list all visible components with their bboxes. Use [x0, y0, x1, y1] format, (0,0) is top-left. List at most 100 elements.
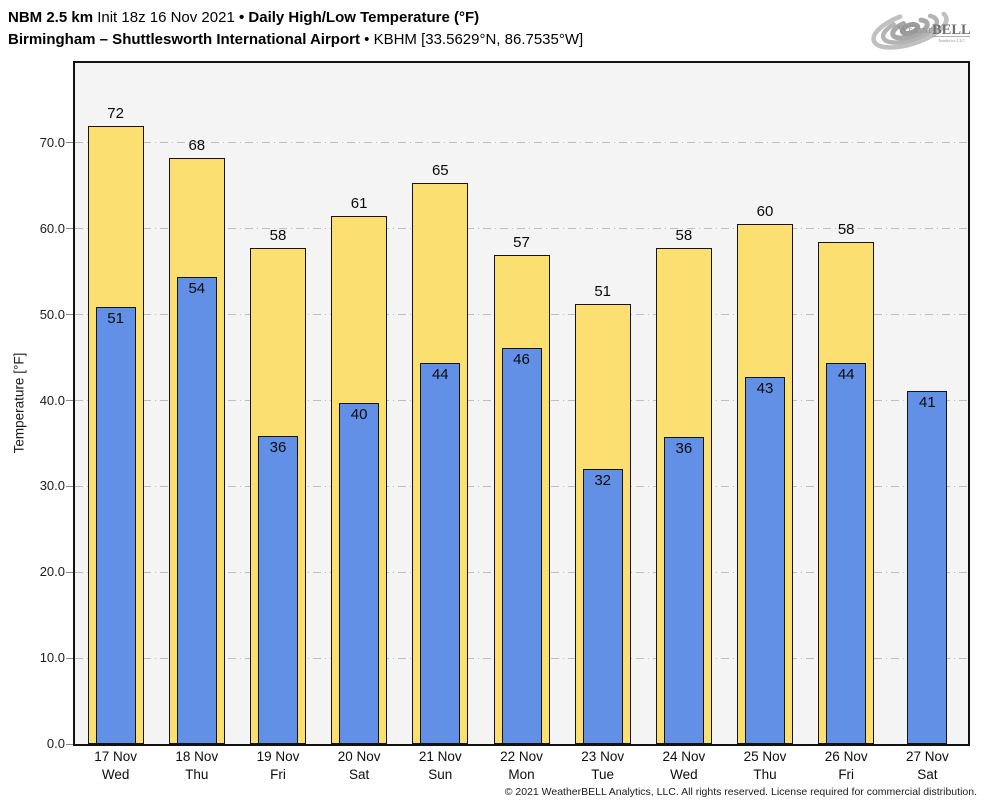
chart-header: NBM 2.5 km Init 18z 16 Nov 2021 • Daily …: [8, 7, 583, 51]
x-axis-day: Fri: [270, 766, 286, 782]
high-value-label: 68: [188, 137, 206, 154]
low-bar: [176, 277, 217, 744]
low-bar: [501, 348, 542, 744]
high-value-label: 60: [756, 203, 774, 220]
y-tick-label: 30.0: [39, 478, 65, 494]
y-tick-mark: [66, 314, 73, 316]
x-axis-label: 17 Nov Wed: [74, 748, 158, 783]
y-tick-label: 60.0: [39, 220, 65, 236]
product-name: Daily High/Low Temperature (°F): [248, 9, 480, 26]
x-axis-label: 25 Nov Thu: [723, 748, 807, 783]
high-value-label: 58: [269, 227, 287, 244]
low-value-label: 44: [431, 366, 449, 383]
low-bar: [95, 307, 136, 744]
y-tick-mark: [66, 743, 73, 745]
chart-title-line2: Birmingham – Shuttlesworth International…: [8, 29, 583, 51]
high-value-label: 72: [107, 105, 124, 122]
init-time: Init 18z 16 Nov 2021: [97, 9, 235, 26]
low-bar: [907, 391, 948, 744]
y-tick-label: 0.0: [46, 736, 65, 751]
x-axis-label: 22 Nov Mon: [480, 748, 564, 783]
x-axis-label: 21 Nov Sun: [398, 748, 482, 783]
y-tick-label: 40.0: [39, 392, 65, 408]
x-axis-day: Mon: [508, 766, 535, 782]
gridline: [75, 142, 968, 144]
subtitle-bullet-icon: •: [364, 31, 370, 48]
low-value-label: 44: [837, 366, 855, 383]
y-tick-label: 50.0: [39, 306, 65, 322]
y-tick-label: 10.0: [39, 650, 65, 666]
x-axis-label: 18 Nov Thu: [155, 748, 239, 783]
low-value-label: 46: [513, 351, 530, 368]
copyright-notice: © 2021 WeatherBELL Analytics, LLC. All r…: [504, 786, 977, 798]
x-axis-day: Thu: [753, 766, 777, 782]
y-tick-mark: [66, 400, 73, 401]
y-tick-mark: [66, 228, 73, 230]
x-axis-label: 24 Nov Wed: [642, 748, 726, 783]
station-id: KBHM [33.5629°N, 86.7535°W]: [373, 31, 584, 48]
x-axis-day: Fri: [838, 766, 855, 782]
x-axis-date: 17 Nov: [94, 749, 137, 764]
x-axis-label: 23 Nov Tue: [561, 748, 645, 783]
low-bar: [745, 377, 785, 744]
chart-plot-area: 72 51 68 54 58 36 61 40 65 44 57 46 51 32 58 36 60 43 58 44…: [73, 61, 970, 746]
x-axis-label: 27 Nov Sat: [885, 748, 969, 783]
gridline: [75, 228, 968, 230]
x-axis-date: 24 Nov: [662, 749, 706, 764]
low-value-label: 32: [594, 472, 612, 489]
low-value-label: 36: [269, 439, 287, 456]
x-axis-label: 19 Nov Fri: [236, 748, 320, 783]
high-value-label: 61: [350, 195, 368, 212]
low-bar: [258, 436, 298, 744]
x-axis-day: Wed: [101, 766, 130, 782]
x-axis-date: 19 Nov: [256, 749, 300, 764]
x-axis-date: 23 Nov: [581, 749, 625, 764]
low-value-label: 41: [919, 394, 936, 411]
y-tick-mark: [66, 142, 73, 144]
x-axis-day: Sat: [917, 766, 938, 782]
low-value-label: 43: [756, 380, 774, 397]
x-axis-day: Thu: [185, 766, 209, 782]
logo-analytics-text: Analytics LLC: [938, 38, 965, 43]
y-tick-label: 70.0: [39, 134, 65, 150]
x-axis-date: 26 Nov: [824, 749, 868, 764]
y-axis: 0.0 10.0 20.0 30.0 40.0 50.0 60.0 70.0: [0, 0, 75, 808]
model-name: NBM 2.5 km: [8, 9, 94, 26]
x-axis: 17 Nov Wed 18 Nov Thu 19 Nov Fri 20 Nov Sat 21 N…: [75, 748, 968, 790]
x-axis-day: Tue: [591, 766, 615, 782]
low-bar: [420, 363, 461, 744]
low-bar: [826, 363, 867, 744]
x-axis-date: 18 Nov: [175, 749, 219, 764]
logo-weather-text: Weather: [898, 25, 938, 36]
high-value-label: 57: [513, 234, 530, 251]
high-value-label: 58: [837, 221, 855, 238]
y-tick-mark: [66, 485, 73, 487]
high-value-label: 58: [675, 227, 693, 244]
x-axis-date: 22 Nov: [500, 749, 543, 764]
y-tick-mark: [66, 571, 73, 573]
x-axis-date: 21 Nov: [418, 749, 462, 764]
title-bullet-icon: •: [238, 9, 245, 26]
low-value-label: 40: [350, 406, 368, 423]
x-axis-day: Sat: [348, 766, 370, 782]
low-value-label: 36: [675, 440, 693, 457]
x-axis-label: 20 Nov Sat: [317, 748, 401, 783]
x-axis-date: 27 Nov: [906, 749, 949, 764]
hurricane-swirl-icon: [871, 8, 949, 50]
high-value-label: 51: [594, 283, 612, 300]
x-axis-date: 25 Nov: [743, 749, 787, 764]
x-axis-day: Wed: [670, 766, 698, 782]
low-value-label: 54: [188, 280, 206, 297]
low-value-label: 51: [107, 310, 124, 327]
weatherbell-logo: Weather BELL Analytics LLC: [871, 8, 971, 50]
x-axis-label: 26 Nov Fri: [804, 748, 888, 783]
high-value-label: 65: [431, 162, 449, 179]
low-bar: [582, 469, 623, 744]
chart-title-line1: NBM 2.5 km Init 18z 16 Nov 2021 • Daily …: [8, 7, 583, 29]
x-axis-date: 20 Nov: [337, 749, 381, 764]
y-tick-mark: [66, 657, 73, 659]
station-name: Birmingham – Shuttlesworth International…: [8, 31, 360, 48]
x-axis-day: Sun: [428, 766, 453, 782]
low-bar: [663, 437, 704, 744]
